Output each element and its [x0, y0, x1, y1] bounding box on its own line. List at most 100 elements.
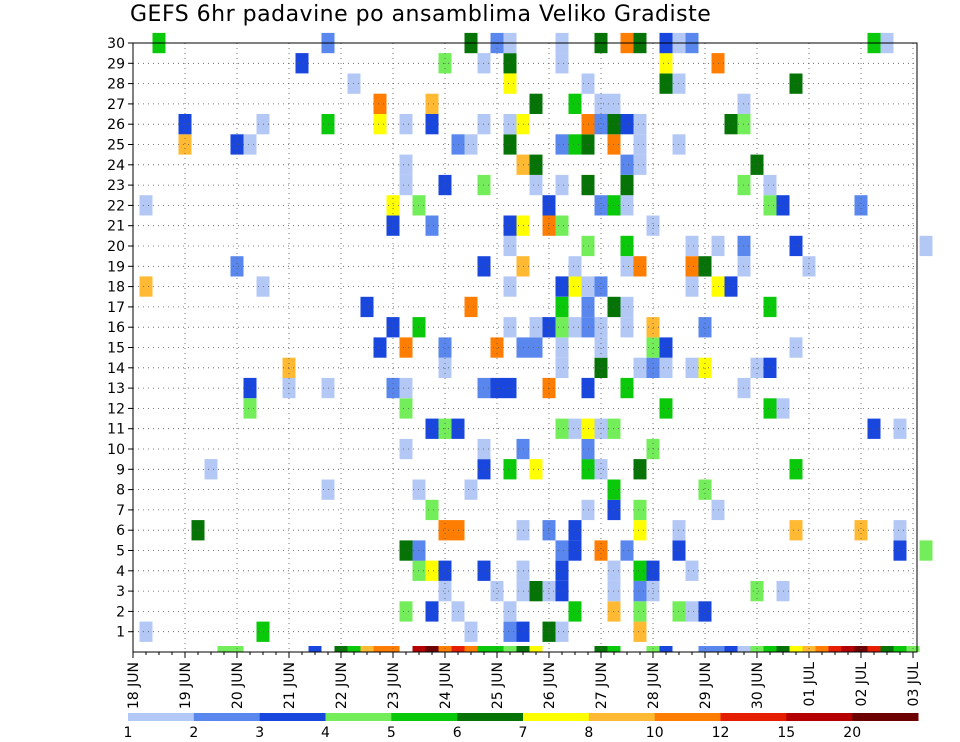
heatmap-cell — [698, 317, 712, 338]
legend-label: 15 — [777, 725, 795, 741]
heatmap-cell — [620, 154, 634, 175]
heatmap-cell — [503, 134, 517, 155]
y-tick-label: 29 — [107, 56, 125, 72]
heatmap-cell — [178, 114, 192, 135]
heatmap-cell — [477, 646, 491, 652]
heatmap-cell — [568, 601, 582, 622]
heatmap-cell — [503, 215, 517, 236]
y-tick-label: 10 — [107, 442, 125, 458]
heatmap-cell — [373, 93, 387, 114]
heatmap-cell — [529, 154, 543, 175]
heatmap-cell — [399, 154, 413, 175]
heatmap-cell — [607, 646, 621, 652]
legend-label: 8 — [584, 725, 593, 741]
heatmap-cell — [776, 646, 790, 652]
heatmap-cell — [555, 296, 569, 318]
legend-label: 1 — [124, 725, 133, 741]
heatmap-cell — [633, 621, 647, 642]
heatmap-cell — [139, 276, 153, 297]
y-tick-label: 12 — [107, 401, 125, 417]
heatmap-cell — [490, 337, 504, 358]
legend-swatch — [391, 713, 458, 721]
heatmap-cell — [308, 646, 322, 652]
heatmap-cell — [503, 601, 517, 622]
y-tick-label: 25 — [107, 138, 125, 154]
heatmap-cell — [464, 621, 478, 642]
heatmap-cell — [633, 357, 647, 378]
heatmap-cell — [568, 317, 582, 338]
heatmap-cell — [594, 114, 608, 135]
heatmap-cell — [425, 93, 439, 114]
y-tick-label: 14 — [107, 361, 125, 377]
heatmap-cell — [360, 296, 374, 318]
legend-label: 5 — [387, 725, 396, 741]
legend-label: 12 — [712, 725, 730, 741]
heatmap-cell — [425, 215, 439, 236]
heatmap-cell — [555, 418, 569, 439]
heatmap-cell — [880, 646, 894, 652]
heatmap-cell — [529, 317, 543, 338]
y-tick-label: 24 — [107, 158, 125, 174]
heatmap-cell — [594, 337, 608, 358]
y-tick-label: 1 — [116, 625, 125, 641]
x-tick-label: 18 JUN — [126, 662, 142, 709]
heatmap-cell — [373, 646, 387, 652]
heatmap-cell — [425, 418, 439, 439]
y-tick-label: 19 — [107, 259, 125, 275]
heatmap-cell — [620, 174, 634, 196]
heatmap-cell — [230, 256, 244, 277]
heatmap-cell — [789, 73, 803, 94]
heatmap-cell — [529, 459, 543, 480]
heatmap-cell — [828, 646, 842, 652]
x-tick-label: 26 JUN — [542, 662, 558, 709]
y-tick-label: 26 — [107, 117, 125, 133]
heatmap-cell — [555, 560, 569, 581]
heatmap-cell — [789, 646, 803, 652]
heatmap-cell — [425, 646, 439, 652]
heatmap-cell — [919, 540, 933, 561]
y-tick-label: 6 — [116, 523, 125, 539]
heatmap-cell — [633, 499, 647, 521]
heatmap-cell — [451, 646, 465, 652]
heatmap-cell — [438, 581, 452, 602]
x-tick-label: 22 JUN — [334, 662, 350, 709]
heatmap-cell — [711, 646, 725, 652]
heatmap-cell — [620, 296, 634, 318]
heatmap-cell — [464, 134, 478, 155]
heatmap-cell — [243, 134, 257, 155]
heatmap-cell — [685, 357, 699, 378]
x-tick-label: 23 JUN — [386, 662, 402, 709]
y-tick-label: 8 — [116, 483, 125, 499]
y-tick-label: 15 — [107, 341, 125, 357]
heatmap-cell — [568, 276, 582, 297]
heatmap-cell — [490, 581, 504, 602]
heatmap-cell — [503, 377, 517, 399]
y-tick-label: 11 — [107, 422, 125, 438]
heatmap-cell — [139, 621, 153, 642]
heatmap-cell — [763, 398, 777, 419]
x-tick-label: 01 JUL — [802, 662, 818, 707]
y-tick-label: 21 — [107, 219, 125, 235]
heatmap-cell — [620, 377, 634, 399]
heatmap-cell — [893, 646, 907, 652]
heatmap-cell — [529, 93, 543, 114]
y-tick-label: 28 — [107, 77, 125, 93]
heatmap-cell — [347, 646, 361, 652]
heatmap-cell — [620, 235, 634, 257]
heatmap-cell — [568, 540, 582, 561]
heatmap-cell — [620, 317, 634, 338]
heatmap-cell — [659, 398, 673, 419]
heatmap-cell — [763, 357, 777, 378]
y-tick-label: 17 — [107, 300, 125, 316]
legend-swatch — [588, 713, 656, 721]
heatmap-cell — [217, 646, 231, 652]
legend-label: 7 — [519, 725, 528, 741]
heatmap-cell — [633, 256, 647, 277]
legend-swatch — [325, 713, 392, 721]
x-tick-label: 02 JUL — [854, 662, 870, 707]
heatmap-cell — [698, 479, 712, 500]
heatmap-cell — [633, 114, 647, 135]
heatmap-cell — [438, 174, 452, 196]
heatmap-cell — [503, 621, 517, 642]
legend-label: 2 — [189, 725, 198, 741]
